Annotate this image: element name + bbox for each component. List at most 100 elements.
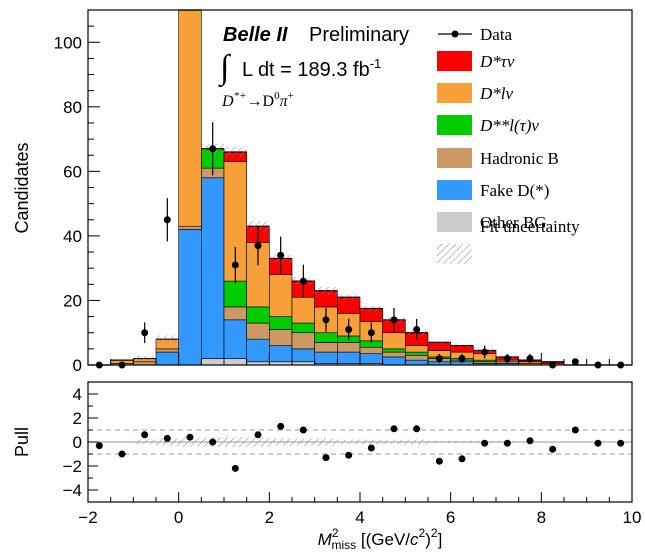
pull-point	[549, 445, 557, 453]
pull-y-axis-label: Pull	[12, 427, 32, 457]
pull-point	[594, 439, 602, 447]
integral-sign-icon: ∫	[218, 49, 232, 88]
bar-segment	[337, 351, 361, 364]
pull-point	[186, 433, 194, 441]
svg-text:D*lν: D*lν	[479, 84, 514, 103]
y-tick-label: 20	[63, 291, 82, 310]
pull-point	[571, 426, 579, 434]
bar-segment	[223, 306, 247, 321]
pull-point	[322, 454, 330, 462]
bar-segment	[201, 177, 225, 359]
fit-uncertainty-hatch	[156, 335, 179, 344]
pull-y-tick-label: 0	[73, 433, 82, 452]
bar-segment	[155, 348, 179, 353]
main-x-axis-ticks	[87, 353, 633, 365]
pull-y-axis-ticks: −4 −2 0 2 4	[63, 381, 98, 503]
svg-text:Fit uncertainty: Fit uncertainty	[480, 217, 580, 236]
x-tick-label: 2	[265, 508, 274, 527]
data-point	[163, 216, 171, 224]
bar-segment	[246, 322, 270, 340]
bar-segment	[405, 355, 429, 361]
legend-entry-dstar-tau-nu: D*τν	[437, 51, 515, 71]
x-tick-label: 8	[537, 508, 546, 527]
pull-y-tick-label: −2	[63, 457, 82, 476]
bar-segment	[382, 332, 406, 350]
pull-point	[526, 437, 534, 445]
y-tick-label: 0	[73, 356, 82, 375]
data-point	[503, 355, 511, 363]
bar-segment	[178, 225, 202, 230]
svg-text:Other BG: Other BG	[480, 213, 547, 232]
series-d-l-	[201, 148, 497, 363]
x-tick-label: −2	[78, 508, 97, 527]
pull-point	[435, 457, 443, 465]
pull-point	[345, 451, 353, 459]
pull-point	[209, 438, 217, 446]
pull-point	[367, 444, 375, 452]
bar-segment	[359, 346, 383, 355]
x-axis-label: M2 miss [(GeV/c2)2]	[318, 526, 443, 552]
data-point	[481, 348, 489, 356]
legend-entry-dstarstar: D**l(τ)ν	[437, 115, 539, 135]
pull-point	[299, 426, 307, 434]
bar-segment	[314, 342, 338, 353]
legend-entry-other-bg: Other BG	[437, 212, 547, 232]
x-tick-label: 4	[355, 508, 364, 527]
pull-point	[390, 425, 398, 433]
main-panel: 0 20 40 60 80 100 Candidates Belle II Prelimi…	[12, 9, 633, 375]
main-y-axis-ticks: 0 20 40 60 80 100	[54, 9, 100, 375]
data-point	[277, 251, 285, 259]
bar-segment	[291, 348, 315, 363]
pull-point	[163, 434, 171, 442]
legend-entry-hadronic-b: Hadronic B	[437, 148, 559, 168]
data-point	[390, 316, 398, 324]
bar-segment	[314, 332, 338, 343]
pull-point	[231, 464, 239, 472]
data-point	[209, 145, 217, 153]
pull-panel: −4 −2 0 2 4 −2 0 2 4 6 8 10 Pull M2 miss [(GeV/c2)2…	[12, 381, 641, 552]
fit-uncertainty-hatch	[337, 294, 360, 300]
fit-uncertainty-hatch	[224, 146, 247, 158]
data-point	[526, 355, 534, 363]
data-point	[435, 355, 443, 363]
decay-channel-label: D*+→D0π+	[221, 90, 294, 110]
pull-point	[503, 439, 511, 447]
stacked-histogram	[88, 9, 632, 366]
bar-segment	[178, 9, 202, 227]
legend-entry-data: Data	[438, 25, 513, 44]
fit-uncertainty-hatch	[314, 286, 338, 295]
legend-entry-fit-uncertainty: Fit uncertainty	[437, 217, 580, 264]
pull-point	[458, 455, 466, 463]
bar-segment	[201, 358, 225, 366]
fit-uncertainty-hatch	[133, 355, 156, 362]
bar-segment	[223, 358, 247, 366]
pull-point	[481, 439, 489, 447]
data-point	[345, 326, 353, 333]
data-point	[254, 242, 262, 250]
bar-segment	[269, 345, 293, 363]
pull-point	[118, 450, 126, 458]
luminosity-label: L dt = 189.3 fb-1	[242, 56, 381, 81]
svg-text:Data: Data	[480, 25, 513, 44]
bar-segment	[382, 351, 406, 358]
bar-segment	[337, 342, 361, 353]
bar-segment	[405, 351, 429, 356]
svg-text:Fake D(*): Fake D(*)	[480, 181, 549, 200]
series-d-l-	[110, 9, 565, 366]
bar-segment	[155, 351, 179, 366]
pull-point	[254, 431, 262, 439]
bar-segment	[359, 353, 383, 364]
bar-segment	[246, 338, 270, 363]
data-point	[322, 316, 330, 324]
legend: Data D*τν D*lν D**l(τ)ν Hadronic B Fake …	[437, 25, 580, 264]
pull-points	[95, 422, 625, 472]
pull-x-axis-ticks: −2 0 2 4 6 8 10	[78, 492, 641, 527]
x-tick-label: 10	[623, 508, 642, 527]
bar-segment	[382, 348, 406, 353]
x-tick-label: 0	[174, 508, 183, 527]
pull-y-tick-label: −4	[63, 481, 82, 500]
svg-text:Hadronic B: Hadronic B	[480, 149, 559, 168]
fit-uncertainty-hatch	[450, 344, 474, 347]
fit-uncertainty-hatch	[178, 10, 202, 12]
